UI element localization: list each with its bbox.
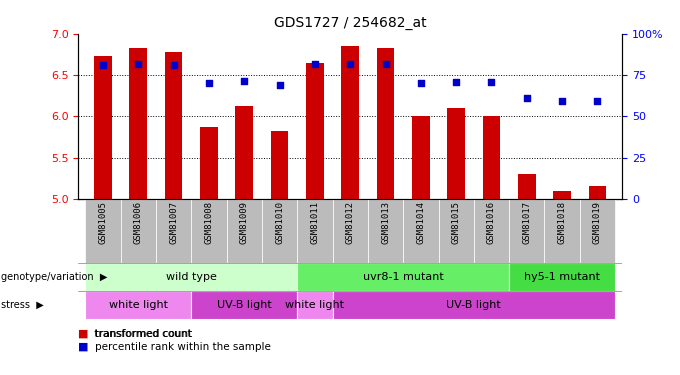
Bar (191, 199, 226, 262)
Text: white light: white light (286, 300, 344, 310)
Bar (447, 108, 465, 199)
Bar (554, 190, 571, 199)
Text: GSM81013: GSM81013 (381, 201, 390, 244)
Point (486, 79, 497, 85)
Text: GSM81017: GSM81017 (522, 201, 531, 244)
Bar (439, 199, 474, 262)
Point (168, 62, 179, 68)
Text: GSM81011: GSM81011 (310, 201, 320, 244)
Text: uvr8-1 mutant: uvr8-1 mutant (363, 272, 443, 282)
Bar (403, 199, 439, 262)
Text: GSM81008: GSM81008 (205, 201, 214, 244)
Point (239, 78, 250, 84)
Bar (262, 199, 297, 262)
Text: GSM81009: GSM81009 (240, 201, 249, 244)
Bar (165, 52, 182, 199)
Text: genotype/variation  ▶: genotype/variation ▶ (1, 272, 107, 282)
Bar (509, 262, 615, 291)
Bar (297, 262, 509, 291)
Text: white light: white light (109, 300, 168, 310)
Bar (306, 63, 324, 199)
Bar (156, 199, 191, 262)
Bar (271, 131, 288, 199)
Text: UV-B light: UV-B light (217, 300, 271, 310)
Bar (545, 199, 580, 262)
Text: percentile rank within the sample: percentile rank within the sample (95, 342, 271, 352)
Point (557, 98, 568, 104)
Text: GSM81006: GSM81006 (134, 201, 143, 244)
Text: GSM81007: GSM81007 (169, 201, 178, 244)
Bar (226, 199, 262, 262)
Bar (85, 199, 120, 262)
Bar (580, 199, 615, 262)
Text: ■  transformed count: ■ transformed count (78, 329, 192, 339)
Point (345, 61, 356, 67)
Text: ■: ■ (78, 342, 88, 352)
Bar (235, 105, 253, 199)
Bar (297, 291, 333, 319)
Bar (85, 291, 191, 319)
Point (203, 80, 214, 86)
Bar (120, 199, 156, 262)
Point (274, 82, 285, 88)
Bar (297, 199, 333, 262)
Point (451, 79, 462, 85)
Text: GSM81018: GSM81018 (558, 201, 566, 244)
Text: transformed count: transformed count (95, 329, 192, 339)
Text: stress  ▶: stress ▶ (1, 300, 44, 310)
Bar (85, 262, 297, 291)
Text: GSM81005: GSM81005 (99, 201, 107, 244)
Point (592, 98, 603, 104)
Bar (589, 186, 607, 199)
Text: GSM81010: GSM81010 (275, 201, 284, 244)
Bar (368, 199, 403, 262)
Bar (94, 56, 112, 199)
Bar (509, 199, 545, 262)
Text: hy5-1 mutant: hy5-1 mutant (524, 272, 600, 282)
Bar (200, 127, 218, 199)
Bar (191, 291, 297, 319)
Point (415, 80, 426, 86)
Bar (333, 199, 368, 262)
Bar (412, 116, 430, 199)
Bar (341, 46, 359, 199)
Point (380, 61, 391, 67)
Text: GSM81019: GSM81019 (593, 201, 602, 244)
Text: GSM81014: GSM81014 (416, 201, 426, 244)
Point (97, 62, 108, 68)
Text: wild type: wild type (166, 272, 217, 282)
Point (309, 61, 320, 67)
Bar (333, 291, 615, 319)
Text: GSM81015: GSM81015 (452, 201, 460, 244)
Bar (518, 174, 536, 199)
Text: GSM81016: GSM81016 (487, 201, 496, 244)
Text: ■: ■ (78, 329, 88, 339)
Title: GDS1727 / 254682_at: GDS1727 / 254682_at (274, 16, 426, 30)
Text: GSM81012: GSM81012 (345, 201, 355, 244)
Bar (377, 48, 394, 199)
Point (522, 95, 532, 101)
Bar (483, 116, 500, 199)
Bar (129, 48, 147, 199)
Bar (474, 199, 509, 262)
Point (133, 61, 143, 67)
Text: UV-B light: UV-B light (447, 300, 501, 310)
